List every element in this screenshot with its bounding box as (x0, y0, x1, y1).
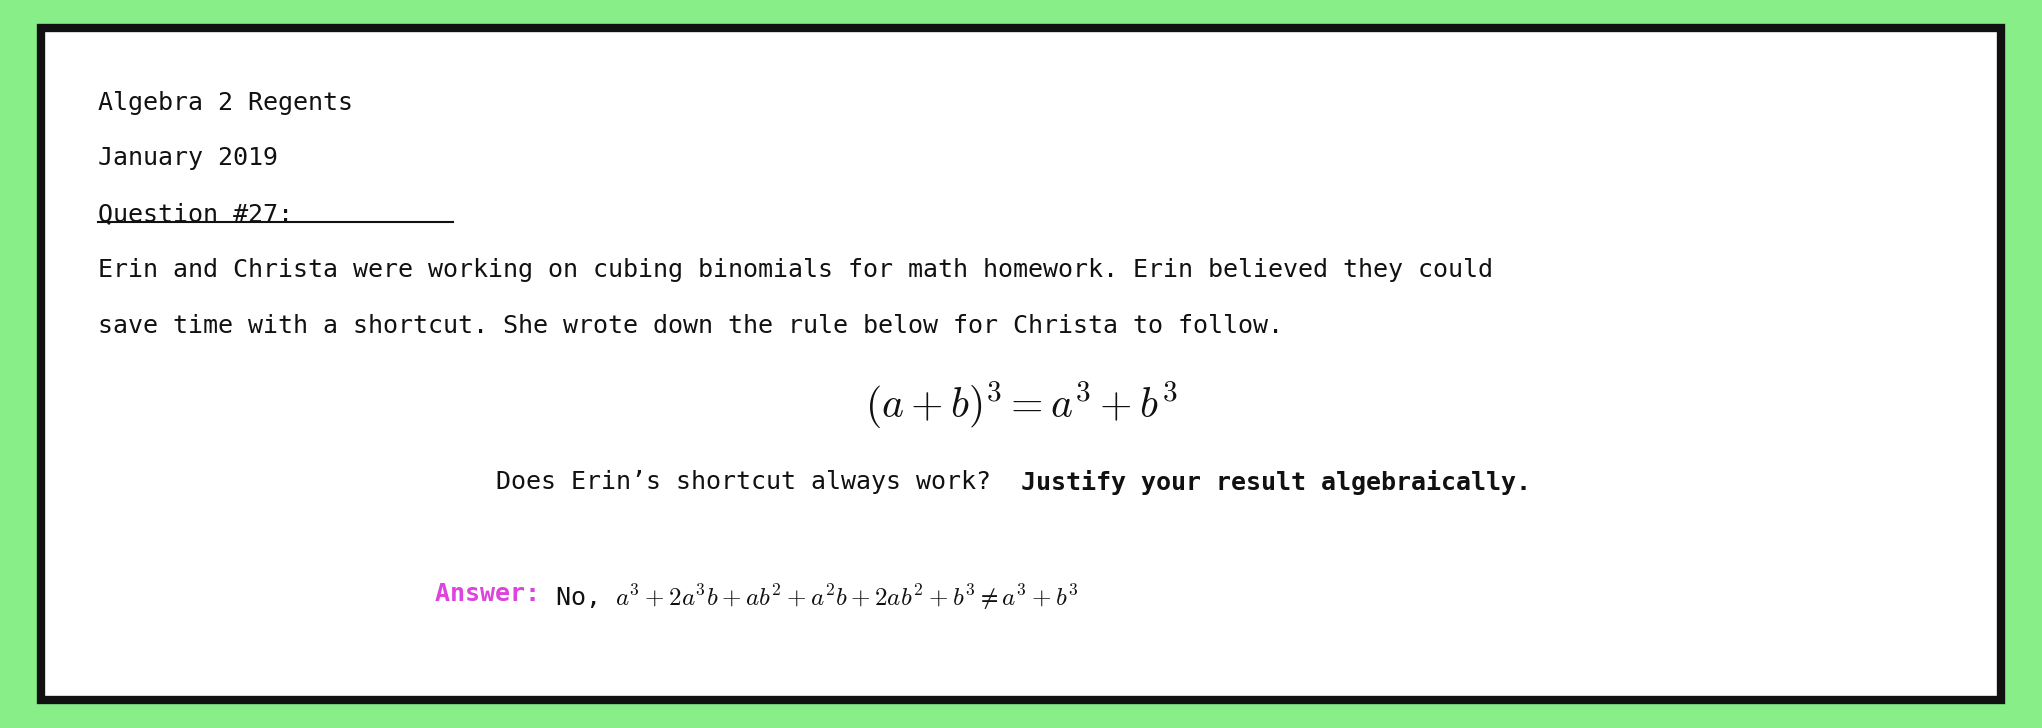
Text: save time with a shortcut. She wrote down the rule below for Christa to follow.: save time with a shortcut. She wrote dow… (98, 314, 1282, 339)
Text: $(a + b)^3 = a^3 + b^3$: $(a + b)^3 = a^3 + b^3$ (864, 380, 1178, 431)
Text: Algebra 2 Regents: Algebra 2 Regents (98, 91, 353, 115)
Text: Does Erin’s shortcut always work?: Does Erin’s shortcut always work? (496, 470, 1021, 494)
Text: No, $a^3 + 2a^3b + ab^2 + a^2b + 2ab^2 + b^3 \neq a^3 + b^3$: No, $a^3 + 2a^3b + ab^2 + a^2b + 2ab^2 +… (555, 582, 1080, 612)
Text: Erin and Christa were working on cubing binomials for math homework. Erin believ: Erin and Christa were working on cubing … (98, 258, 1493, 282)
FancyBboxPatch shape (41, 28, 2001, 700)
Text: January 2019: January 2019 (98, 146, 278, 170)
Text: Question #27:: Question #27: (98, 202, 292, 226)
Text: Justify your result algebraically.: Justify your result algebraically. (1021, 470, 1532, 494)
Text: Answer:: Answer: (435, 582, 555, 606)
